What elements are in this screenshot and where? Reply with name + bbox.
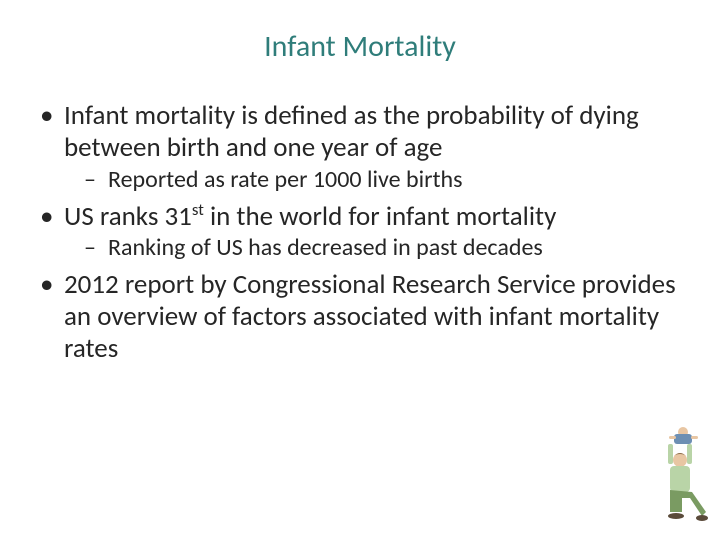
sub-bullet-item: Reported as rate per 1000 live births (78, 166, 684, 195)
bullet-text: US ranks 31st in the world for infant mo… (64, 200, 556, 233)
sub-bullet-text: Reported as rate per 1000 live births (108, 165, 462, 194)
sub-bullet-list: Ranking of US has decreased in past deca… (64, 234, 684, 263)
bullet-item: US ranks 31st in the world for infant mo… (36, 201, 684, 264)
slide-body: Infant mortality is defined as the proba… (36, 100, 684, 369)
corner-illustration (636, 424, 708, 528)
bullet-list: Infant mortality is defined as the proba… (36, 100, 684, 365)
slide: Infant Mortality Infant mortality is def… (0, 0, 720, 540)
slide-title: Infant Mortality (0, 28, 720, 65)
sub-bullet-list: Reported as rate per 1000 live births (64, 166, 684, 195)
bullet-text: 2012 report by Congressional Research Se… (64, 268, 676, 365)
sub-bullet-item: Ranking of US has decreased in past deca… (78, 234, 684, 263)
bullet-item: Infant mortality is defined as the proba… (36, 100, 684, 195)
bullet-item: 2012 report by Congressional Research Se… (36, 269, 684, 365)
bullet-text: Infant mortality is defined as the proba… (64, 99, 639, 164)
parent-child-icon (636, 424, 708, 528)
sub-bullet-text: Ranking of US has decreased in past deca… (108, 233, 543, 262)
